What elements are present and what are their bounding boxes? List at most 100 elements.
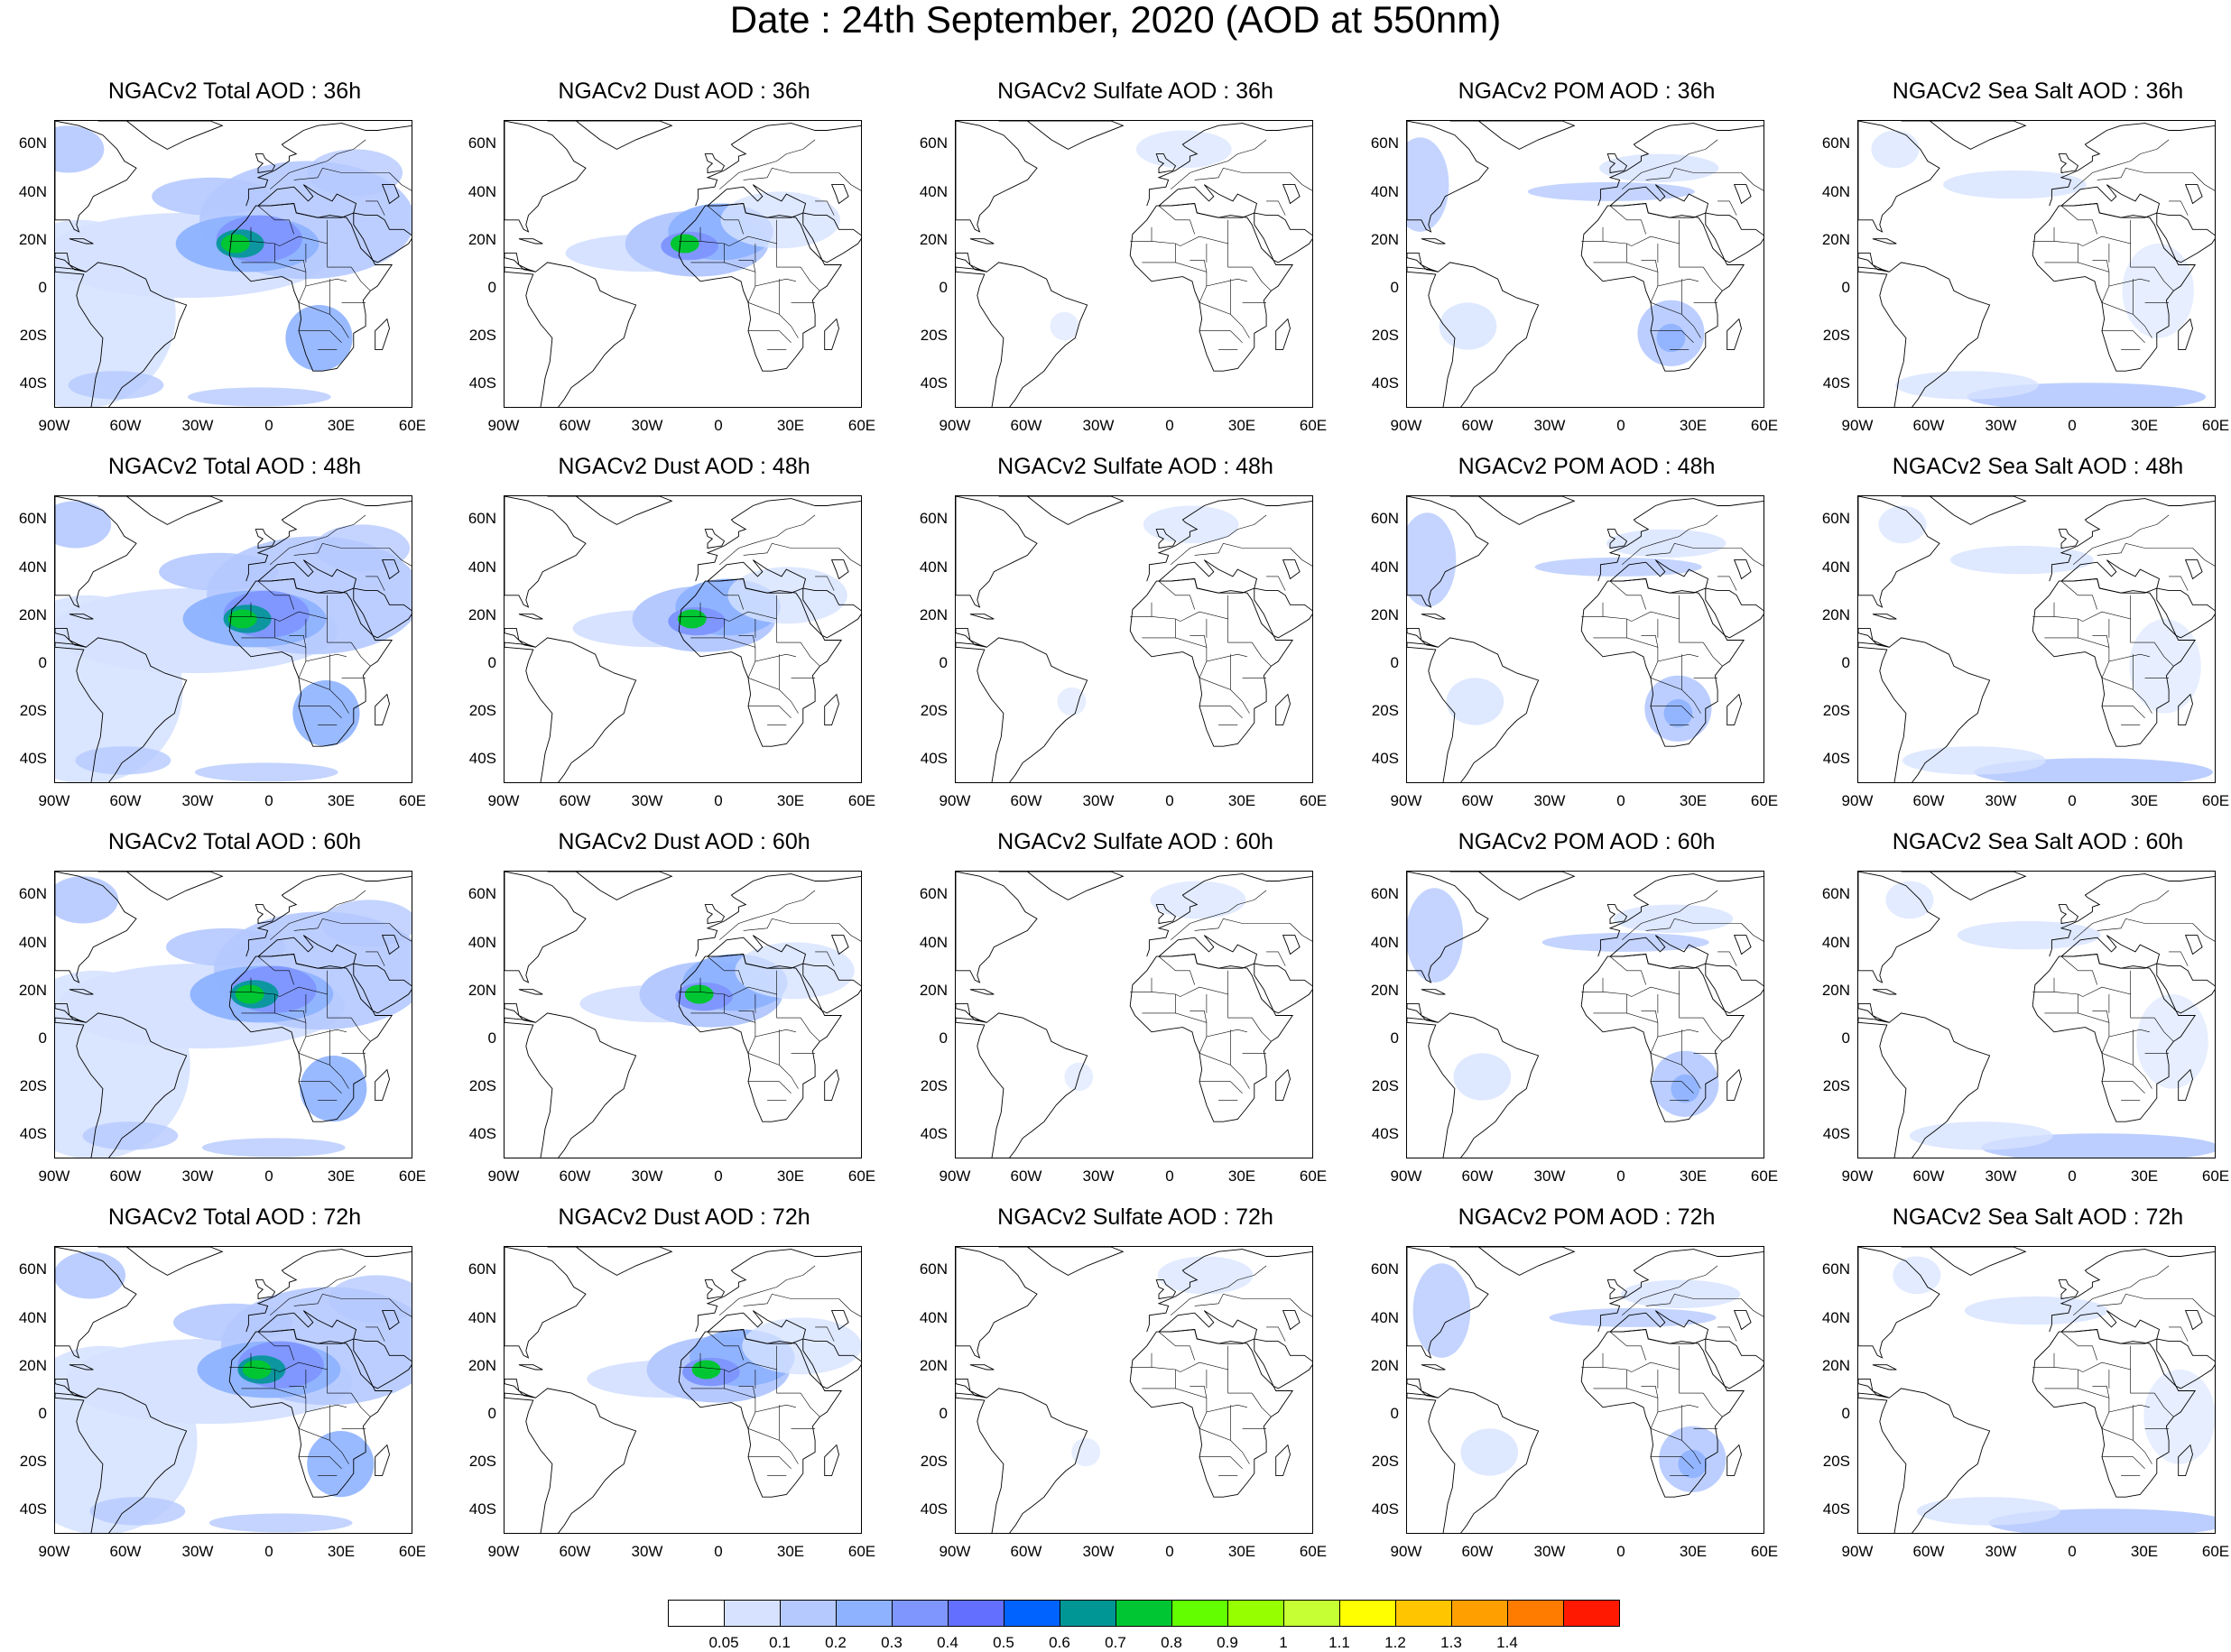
lat-tick-label: 40S bbox=[1822, 750, 1850, 767]
map-frame bbox=[54, 120, 412, 408]
lon-tick-label: 0 bbox=[264, 1543, 273, 1560]
lat-tick-label: 60N bbox=[1821, 134, 1850, 152]
lat-tick-label: 40S bbox=[1371, 1500, 1399, 1518]
lon-tick-label: 30W bbox=[1985, 792, 2017, 809]
colorbar-swatch bbox=[1395, 1600, 1452, 1627]
lat-tick-label: 20N bbox=[919, 231, 948, 248]
lon-tick-label: 30W bbox=[1985, 1543, 2017, 1560]
colorbar-label: 0.6 bbox=[1049, 1634, 1070, 1651]
aod-map bbox=[505, 496, 861, 782]
lon-tick-label: 90W bbox=[487, 1167, 520, 1185]
lat-tick-label: 0 bbox=[487, 1405, 496, 1422]
panel-title: NGACv2 Dust AOD : 36h bbox=[558, 78, 810, 104]
lat-tick-label: 20S bbox=[468, 1077, 496, 1094]
lat-tick-label: 40N bbox=[919, 1309, 948, 1326]
lat-tick-label: 20N bbox=[18, 982, 47, 999]
lat-tick-label: 60N bbox=[1821, 510, 1850, 527]
lat-tick-label: 40S bbox=[920, 1125, 948, 1142]
panel-title: NGACv2 Total AOD : 60h bbox=[107, 829, 362, 854]
lat-tick-label: 20S bbox=[1371, 702, 1399, 719]
aod-map bbox=[1858, 496, 2215, 782]
colorbar-swatch bbox=[1116, 1600, 1172, 1627]
lon-tick-label: 30E bbox=[776, 417, 805, 434]
lat-tick-label: 0 bbox=[1390, 654, 1399, 671]
lon-tick-label: 90W bbox=[38, 1167, 70, 1185]
panel-title: NGACv2 Total AOD : 48h bbox=[107, 454, 362, 479]
lat-tick-label: 20N bbox=[1370, 982, 1399, 999]
lon-tick-label: 60W bbox=[1912, 1543, 1945, 1560]
lat-tick-label: 40N bbox=[18, 183, 47, 200]
lon-tick-label: 60W bbox=[1010, 417, 1042, 434]
lat-tick-label: 40S bbox=[1822, 1500, 1850, 1518]
colorbar-label: 1.1 bbox=[1328, 1634, 1350, 1651]
lat-tick-label: 40S bbox=[19, 1500, 47, 1518]
lon-tick-label: 60E bbox=[1299, 1167, 1328, 1185]
aod-map bbox=[956, 872, 1312, 1158]
lat-tick-label: 60N bbox=[1370, 885, 1399, 902]
aod-map bbox=[55, 121, 412, 407]
lon-tick-label: 30E bbox=[1679, 792, 1708, 809]
lon-tick-label: 30E bbox=[2130, 1543, 2159, 1560]
lon-tick-label: 0 bbox=[1165, 417, 1174, 434]
lon-tick-label: 30W bbox=[1082, 1167, 1115, 1185]
lat-tick-label: 0 bbox=[1841, 1405, 1850, 1422]
lon-tick-label: 30W bbox=[1533, 1543, 1566, 1560]
colorbar-label: 0.5 bbox=[993, 1634, 1014, 1651]
colorbar-label: 0.1 bbox=[769, 1634, 791, 1651]
lon-tick-label: 60E bbox=[2201, 1543, 2230, 1560]
lon-tick-label: 60W bbox=[1010, 1167, 1042, 1185]
lat-tick-label: 40N bbox=[467, 1309, 496, 1326]
lon-tick-label: 90W bbox=[939, 1167, 971, 1185]
lat-tick-label: 0 bbox=[487, 279, 496, 296]
lon-tick-label: 60W bbox=[109, 792, 142, 809]
aod-map bbox=[1858, 1247, 2215, 1533]
lon-tick-label: 90W bbox=[1390, 1167, 1422, 1185]
lon-tick-label: 0 bbox=[1165, 1167, 1174, 1185]
lat-tick-label: 0 bbox=[38, 1405, 47, 1422]
colorbar-swatch bbox=[1563, 1600, 1620, 1627]
lat-tick-label: 20N bbox=[467, 606, 496, 623]
lat-tick-label: 40S bbox=[920, 1500, 948, 1518]
lat-tick-label: 0 bbox=[38, 1029, 47, 1047]
lat-tick-label: 60N bbox=[18, 885, 47, 902]
lat-tick-label: 20N bbox=[1370, 231, 1399, 248]
lat-tick-label: 40S bbox=[920, 374, 948, 392]
lon-tick-label: 30E bbox=[1227, 1167, 1256, 1185]
lat-tick-label: 20N bbox=[919, 606, 948, 623]
lat-tick-label: 20S bbox=[920, 702, 948, 719]
lat-tick-label: 60N bbox=[18, 1260, 47, 1278]
lon-tick-label: 0 bbox=[2068, 1543, 2077, 1560]
lon-tick-label: 60E bbox=[398, 1543, 427, 1560]
panel-title: NGACv2 Sea Salt AOD : 36h bbox=[1892, 78, 2184, 104]
lon-tick-label: 60E bbox=[398, 1167, 427, 1185]
lon-tick-label: 60E bbox=[847, 1543, 876, 1560]
map-frame bbox=[1857, 1246, 2216, 1534]
lon-tick-label: 30E bbox=[327, 792, 356, 809]
lon-tick-label: 0 bbox=[714, 417, 723, 434]
lat-tick-label: 20N bbox=[1821, 606, 1850, 623]
map-frame bbox=[1406, 120, 1764, 408]
lat-tick-label: 40S bbox=[468, 1500, 496, 1518]
colorbar-label: 0.9 bbox=[1217, 1634, 1238, 1651]
lat-tick-label: 0 bbox=[1390, 279, 1399, 296]
lon-tick-label: 60E bbox=[2201, 792, 2230, 809]
colorbar-label: 1.4 bbox=[1496, 1634, 1518, 1651]
lon-tick-label: 90W bbox=[939, 417, 971, 434]
aod-map bbox=[55, 1247, 412, 1533]
lat-tick-label: 20N bbox=[467, 231, 496, 248]
lat-tick-label: 20S bbox=[468, 327, 496, 344]
lat-tick-label: 40N bbox=[1370, 1309, 1399, 1326]
lat-tick-label: 0 bbox=[1841, 1029, 1850, 1047]
lon-tick-label: 60E bbox=[1299, 1543, 1328, 1560]
panel-title: NGACv2 Sulfate AOD : 48h bbox=[997, 454, 1273, 479]
lat-tick-label: 60N bbox=[467, 134, 496, 152]
lon-tick-label: 60W bbox=[559, 1543, 591, 1560]
lon-tick-label: 60E bbox=[2201, 417, 2230, 434]
lon-tick-label: 30E bbox=[776, 1543, 805, 1560]
lon-tick-label: 0 bbox=[264, 417, 273, 434]
lon-tick-label: 30W bbox=[1533, 792, 1566, 809]
map-frame bbox=[1857, 120, 2216, 408]
lon-tick-label: 90W bbox=[38, 417, 70, 434]
lon-tick-label: 60W bbox=[559, 792, 591, 809]
lat-tick-label: 20S bbox=[1822, 1453, 1850, 1470]
